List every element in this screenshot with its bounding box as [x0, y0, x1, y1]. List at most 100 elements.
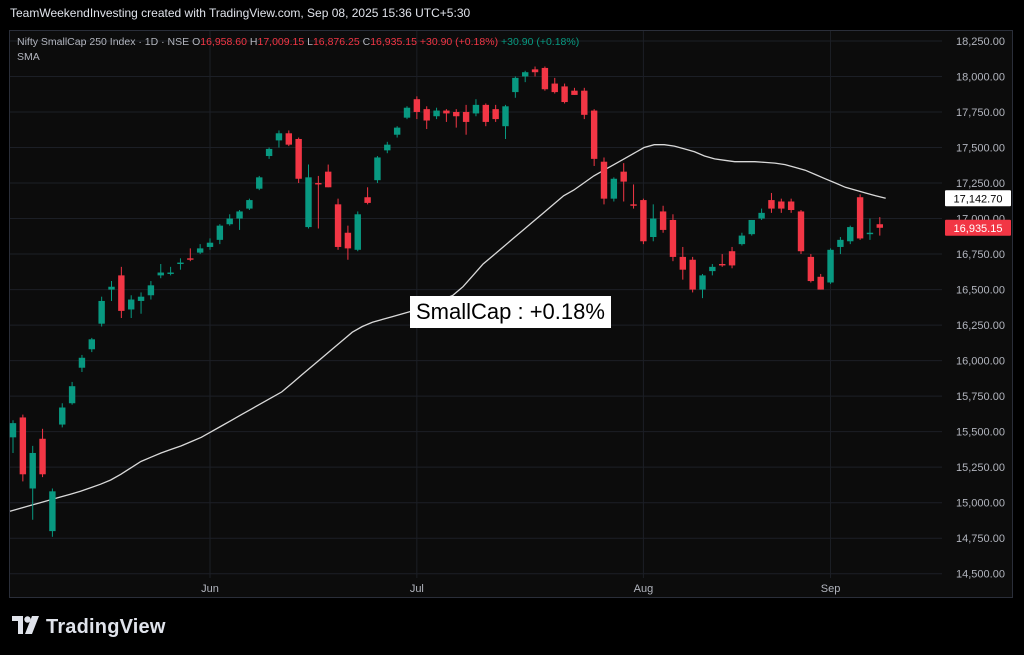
candles-group	[9, 66, 883, 537]
change-value: +30.90 (+0.18%)	[419, 36, 499, 48]
candle-body	[98, 300, 105, 324]
candle-body	[137, 296, 145, 301]
candle	[590, 109, 598, 166]
candle	[492, 104, 499, 122]
candle-body	[384, 144, 391, 151]
candle-body	[748, 219, 755, 235]
candle-body	[374, 157, 381, 181]
candle-body	[876, 224, 883, 228]
price-labels: 17,142.70 16,935.15	[945, 190, 1011, 236]
candle-body	[216, 225, 224, 240]
candle-body	[68, 386, 76, 404]
candle	[866, 218, 874, 240]
candle	[758, 208, 765, 220]
close-value: 16,935.15	[370, 36, 417, 48]
candle-body	[275, 133, 283, 141]
candle	[325, 164, 332, 188]
candle	[374, 156, 381, 184]
candle	[847, 225, 854, 245]
candle-body	[453, 111, 460, 117]
candle	[797, 210, 805, 255]
sma-price-label: 17,142.70	[954, 193, 1003, 205]
candle-body	[462, 111, 470, 122]
candle-body	[403, 107, 411, 118]
candle-body	[49, 491, 56, 532]
candle-body	[847, 227, 854, 242]
candle-body	[128, 299, 135, 310]
low-value: 16,876.25	[312, 36, 360, 48]
candle	[88, 337, 95, 353]
candle-body	[709, 266, 716, 272]
candle	[423, 106, 430, 130]
candle-body	[108, 286, 115, 290]
y-tick-label: 16,750.00	[956, 249, 1005, 261]
y-tick-label: 17,500.00	[956, 143, 1005, 155]
candle-body	[364, 197, 371, 203]
candle	[462, 104, 470, 135]
candle	[147, 281, 155, 300]
candle	[275, 130, 283, 148]
candle-body	[650, 218, 657, 238]
candle	[768, 192, 775, 213]
candle	[630, 184, 637, 209]
candle-body	[502, 106, 509, 127]
y-tick-label: 18,000.00	[956, 71, 1005, 83]
candle	[216, 224, 224, 245]
candle-body	[669, 219, 677, 257]
candle	[39, 428, 46, 478]
x-tick-label: Sep	[821, 583, 841, 595]
candle-body	[522, 72, 529, 77]
symbol-label[interactable]: Nifty SmallCap 250 Index · 1D · NSE	[17, 36, 190, 48]
indicator-label[interactable]: SMA	[17, 51, 40, 63]
brand-footer: TradingView	[12, 616, 166, 639]
candle	[256, 175, 263, 191]
candle	[512, 76, 519, 98]
candle-body	[295, 138, 302, 179]
candle-body	[334, 204, 342, 247]
close-price-label: 16,935.15	[954, 223, 1003, 235]
candle-body	[541, 67, 549, 90]
candle	[334, 198, 342, 250]
candle	[187, 248, 194, 262]
y-tick-label: 16,000.00	[956, 356, 1005, 368]
candle-body	[315, 183, 322, 185]
open-label: O	[192, 36, 201, 48]
candle	[807, 254, 815, 283]
candle	[551, 77, 558, 94]
candle	[118, 266, 125, 318]
candle	[98, 296, 105, 327]
y-tick-label: 15,750.00	[956, 391, 1005, 403]
brand-name: TradingView	[46, 616, 166, 638]
candle-body	[659, 211, 667, 230]
candle-body	[758, 212, 765, 219]
candle-body	[807, 256, 815, 282]
candle	[236, 210, 243, 230]
x-axis: Jun Jul Aug Sep	[201, 583, 840, 595]
candle	[522, 70, 529, 83]
close-label: C	[362, 36, 371, 48]
candle-body	[856, 197, 864, 239]
candle	[108, 281, 115, 301]
candle-body	[443, 110, 450, 114]
candle	[610, 177, 618, 202]
candle-body	[226, 218, 233, 225]
candle-body	[19, 417, 27, 475]
candle	[137, 292, 145, 314]
candle	[600, 157, 608, 205]
candle	[305, 164, 312, 229]
candle	[778, 198, 785, 213]
candle-body	[59, 407, 66, 425]
candle	[787, 198, 795, 213]
candle-body	[787, 201, 795, 211]
candle-body	[256, 177, 263, 189]
x-tick-label: Aug	[634, 583, 654, 595]
candle-body	[88, 339, 95, 350]
candle-body	[9, 423, 17, 438]
candle	[561, 83, 568, 104]
candle	[689, 256, 696, 293]
candle	[295, 137, 302, 184]
candle	[413, 96, 421, 120]
candle-body	[728, 251, 736, 266]
candle	[856, 194, 864, 240]
y-tick-label: 15,000.00	[956, 498, 1005, 510]
